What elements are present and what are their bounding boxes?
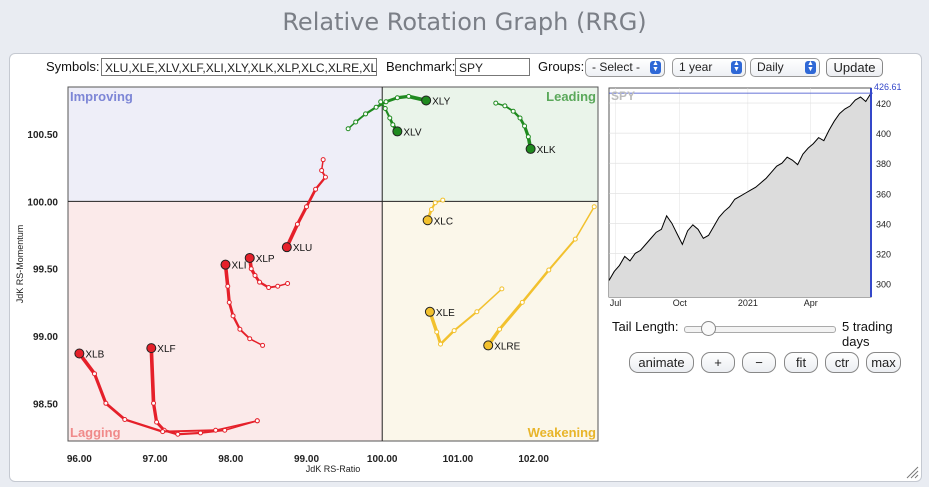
tail-length-slider-handle[interactable] [701, 321, 716, 336]
zoom-out-button[interactable]: − [742, 352, 776, 373]
rrg-panel: Symbols: XLU,XLE,XLV,XLF,XLI,XLY,XLK,XLP… [9, 53, 922, 482]
fit-button[interactable]: fit [784, 352, 818, 373]
resize-handle-icon[interactable] [906, 466, 919, 479]
tail-length-label: Tail Length: [612, 319, 679, 334]
tail-length-slider[interactable] [684, 321, 836, 336]
benchmark-input[interactable]: SPY [455, 58, 530, 76]
groups-label: Groups: [538, 59, 585, 74]
select-arrows-icon: ▲ ▼ [805, 60, 816, 74]
zoom-in-button[interactable]: + [701, 352, 735, 373]
period-select-value: 1 year [679, 60, 713, 74]
interval-select-value: Daily [757, 60, 784, 74]
interval-select[interactable]: Daily ▲ ▼ [750, 58, 820, 77]
center-button[interactable]: ctr [825, 352, 859, 373]
symbols-input[interactable]: XLU,XLE,XLV,XLF,XLI,XLY,XLK,XLP,XLC,XLRE… [101, 58, 377, 76]
animate-button[interactable]: animate [629, 352, 694, 373]
groups-select[interactable]: - Select - ▲ ▼ [585, 58, 665, 77]
symbols-label: Symbols: [46, 59, 100, 74]
tail-length-value: 5 trading days [842, 319, 893, 349]
select-arrows-icon: ▲ ▼ [731, 60, 742, 74]
update-button[interactable]: Update [826, 58, 883, 77]
groups-select-value: - Select - [592, 60, 641, 74]
period-select[interactable]: 1 year ▲ ▼ [672, 58, 746, 77]
max-button[interactable]: max [866, 352, 901, 373]
benchmark-label: Benchmark: [386, 59, 456, 74]
select-arrows-icon: ▲ ▼ [650, 60, 661, 74]
page-title: Relative Rotation Graph (RRG) [282, 8, 647, 36]
